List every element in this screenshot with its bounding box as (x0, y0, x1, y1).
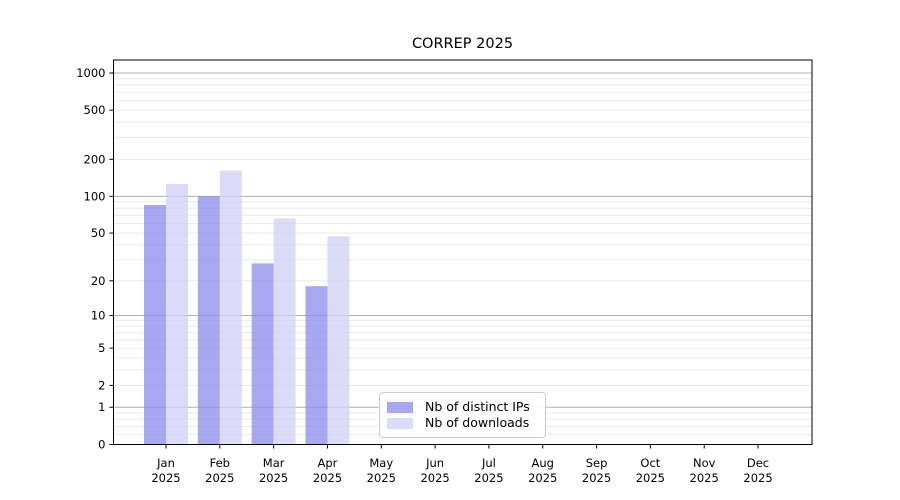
x-tick-label-jan: Jan (156, 456, 175, 470)
legend-item-downloads: Nb of downloads (387, 414, 536, 430)
y-tick-label-10: 10 (91, 309, 106, 323)
x-tick-label-oct: Oct (640, 456, 660, 470)
axes-spines (113, 59, 813, 445)
x-tick-year-jul: 2025 (474, 471, 503, 485)
x-tick-label-jun: Jun (425, 456, 444, 470)
x-tick-label-apr: Apr (318, 456, 338, 470)
y-tick-label-2: 2 (98, 378, 105, 392)
y-tick-label-5: 5 (98, 341, 105, 355)
x-tick-year-dec: 2025 (743, 471, 772, 485)
bar-downloads-jan (166, 184, 188, 445)
x-tick-label-nov: Nov (693, 456, 716, 470)
x-tick-label-jul: Jul (481, 456, 496, 470)
x-tick-label-aug: Aug (532, 456, 554, 470)
x-tick-year-aug: 2025 (528, 471, 557, 485)
y-tick-label-1: 1 (98, 400, 105, 414)
legend-label-distinct-ips: Nb of distinct IPs (425, 398, 530, 414)
legend-item-distinct-ips: Nb of distinct IPs (387, 398, 536, 414)
x-tick-label-dec: Dec (747, 456, 769, 470)
y-tick-label-1000: 1000 (76, 66, 105, 80)
bar-distinct-ips-apr (305, 286, 328, 445)
bar-distinct-ips-jan (144, 204, 166, 445)
x-tick-year-feb: 2025 (205, 471, 234, 485)
bar-distinct-ips-feb (197, 196, 220, 445)
x-tick-year-apr: 2025 (313, 471, 342, 485)
legend-swatch-downloads (387, 417, 413, 429)
x-tick-year-sep: 2025 (582, 471, 611, 485)
y-tick-label-0: 0 (98, 438, 105, 452)
x-tick-label-mar: Mar (263, 456, 285, 470)
legend-label-downloads: Nb of downloads (425, 414, 530, 430)
bar-downloads-mar (273, 218, 296, 445)
x-tick-year-jan: 2025 (151, 471, 180, 485)
bar-downloads-feb (219, 170, 242, 445)
x-tick-year-oct: 2025 (636, 471, 665, 485)
bar-downloads-apr (327, 236, 350, 445)
x-tick-year-may: 2025 (367, 471, 396, 485)
legend-swatch-distinct-ips (387, 401, 413, 413)
x-tick-label-sep: Sep (586, 456, 608, 470)
x-tick-year-nov: 2025 (690, 471, 719, 485)
bar-distinct-ips-mar (251, 263, 274, 445)
x-tick-year-jun: 2025 (420, 471, 449, 485)
legend: Nb of distinct IPs Nb of downloads (379, 392, 546, 438)
y-tick-label-500: 500 (84, 103, 106, 117)
chart-title: CORREP 2025 (411, 36, 514, 52)
x-tick-year-mar: 2025 (259, 471, 288, 485)
y-tick-label-20: 20 (91, 274, 106, 288)
y-tick-label-50: 50 (91, 226, 106, 240)
y-tick-label-200: 200 (84, 152, 106, 166)
x-tick-label-feb: Feb (210, 456, 230, 470)
y-tick-label-100: 100 (84, 189, 106, 203)
x-tick-label-may: May (369, 456, 393, 470)
